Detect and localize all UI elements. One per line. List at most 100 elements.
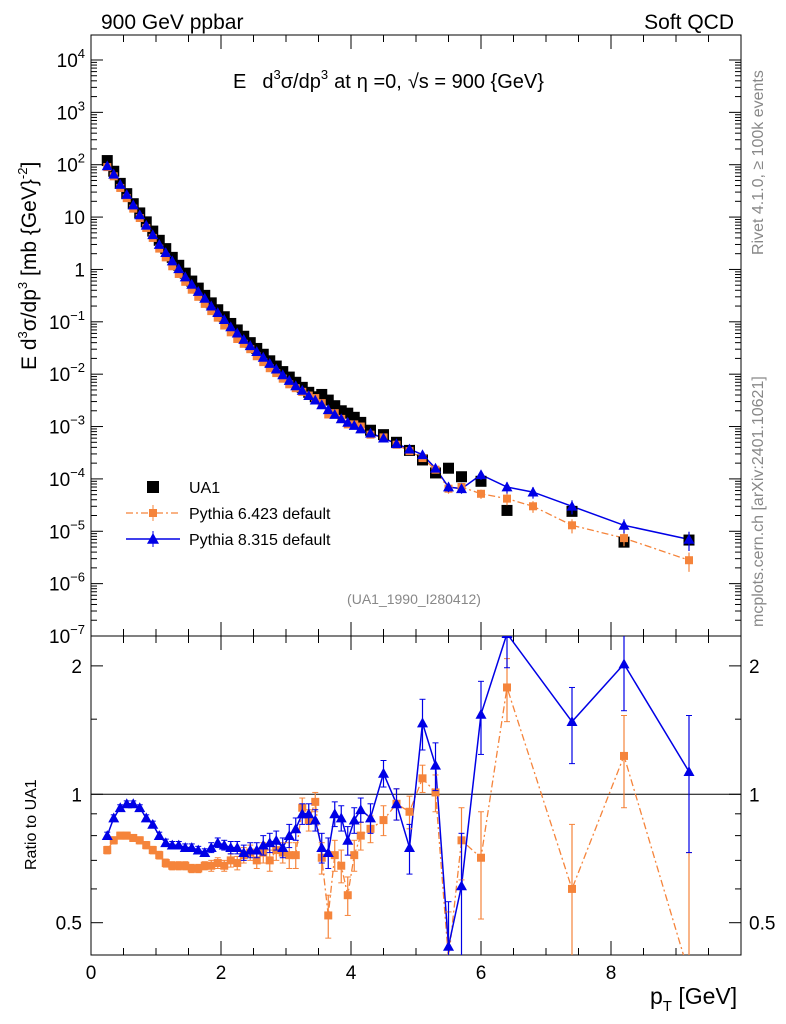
pythia6-ratio-point [116,831,125,840]
pythia6-ratio-point [379,816,388,825]
y-tick-label: 102 [57,151,85,177]
pythia8-point [309,394,321,405]
pythia8-point [355,423,367,434]
pythia8-ratio-point [501,636,513,639]
pythia8-ratio-point [417,717,428,728]
pythia8-point [618,519,630,530]
pythia6-ratio-point [477,853,485,862]
y-tick-label: 10−2 [49,360,85,386]
pythia8-ratio-point [303,808,315,819]
pythia8-ratio-point [251,844,263,855]
pythia6-ratio-point [135,836,144,845]
pythia8-ratio-point [290,823,302,834]
pythia6-point [259,358,268,367]
pythia6-point [685,556,693,565]
pythia6-ratio-point [350,851,359,860]
pythia8-point [296,384,308,395]
pythia8-ratio-point [218,839,230,850]
header-right: Soft QCD [644,11,734,34]
pythia8-point [365,427,376,438]
x-tick-label: 2 [216,963,227,984]
pythia6-point [477,489,485,498]
legend-pythia6-marker [149,509,157,517]
pythia8-point [527,486,539,497]
pythia6-ratio-point [431,788,440,797]
pythia6-point [213,313,222,322]
legend-label: Pythia 8.315 default [189,532,331,549]
ua1-point [329,400,341,412]
pythia6-point [194,292,203,301]
rivet-version-label: Rivet 4.1.0, ≥ 100k events [750,70,767,255]
pythia8-ratio-point [212,837,224,848]
analysis-watermark: (UA1_1990_I280412) [347,591,481,607]
pythia6-ratio-point [311,797,320,806]
pythia8-ratio-point [205,842,217,852]
ua1-point [322,394,334,406]
pythia6-ratio-point [148,846,157,855]
legend-pythia8-marker [147,533,159,544]
pythia6-ratio-point [142,841,151,850]
pythia8-point [329,408,341,419]
pythia8-ratio-point [683,766,695,777]
mcplots-label: mcplots.cern.ch [arXiv:2401.10621] [750,376,767,627]
pythia8-point [264,357,276,368]
pythia6-point [200,299,209,308]
main-y-axis-label: E d3σ/dp3 [mb {GeV}-2] [15,162,41,370]
pythia8-point [316,399,328,410]
pythia8-point [244,340,256,351]
pythia8-point [108,168,120,179]
main-plot-area [101,155,695,572]
x-axis-label: pT [GeV] [650,983,737,1015]
pythia8-point [160,247,172,257]
pythia8-point [257,351,269,362]
pythia6-ratio-point [129,833,138,842]
pythia6-point [503,494,511,503]
pythia8-point [683,533,695,544]
pythia6-ratio-point [213,859,222,868]
pythia8-point [417,449,428,460]
pythia8-ratio-point [348,814,360,825]
pythia6-point [265,364,274,373]
legend-label: UA1 [189,480,220,497]
pythia6-ratio-point [207,861,216,870]
pythia8-ratio-point [147,818,159,829]
pythia8-ratio-point [231,842,243,852]
pythia8-point [391,438,402,449]
pythia6-point [181,277,190,286]
pythia6-ratio-point [324,911,333,920]
pythia8-point [501,481,513,492]
pythia6-ratio-point [181,861,190,870]
pythia8-point [322,404,334,415]
pythia6-ratio-line [106,687,685,955]
pythia8-ratio-point [456,880,467,891]
ratio-y-tick-label-right: 0.5 [749,914,775,935]
pythia8-point [443,481,454,492]
pythia8-point [192,285,204,296]
pythia6-ratio-point [103,846,112,855]
pythia8-ratio-point [140,812,152,823]
ua1-point [456,471,467,483]
pythia8-ratio-point [127,798,139,809]
pythia8-point [566,500,578,511]
pythia8-point [173,263,185,274]
pythia8-point [348,419,360,430]
pythia6-ratio-point [405,807,414,816]
pythia6-ratio-point [200,861,209,870]
pythia8-ratio-point [270,834,282,845]
pythia8-point [212,307,224,317]
pythia8-point [270,363,282,374]
pythia8-ratio-point [316,842,328,852]
y-tick-label: 10−5 [49,517,85,543]
pythia8-ratio-point [443,940,454,951]
pythia8-ratio-point [277,842,289,852]
pythia6-ratio-point [187,864,196,873]
pythia8-point [140,219,152,230]
pythia8-point [199,292,211,303]
pythia8-ratio-point [430,759,441,770]
pythia8-ratio-point [101,830,113,841]
pythia6-ratio-point [337,861,346,870]
pythia8-ratio-point [192,844,204,855]
pythia6-ratio-point [503,683,511,692]
x-tick-label: 8 [606,963,617,984]
